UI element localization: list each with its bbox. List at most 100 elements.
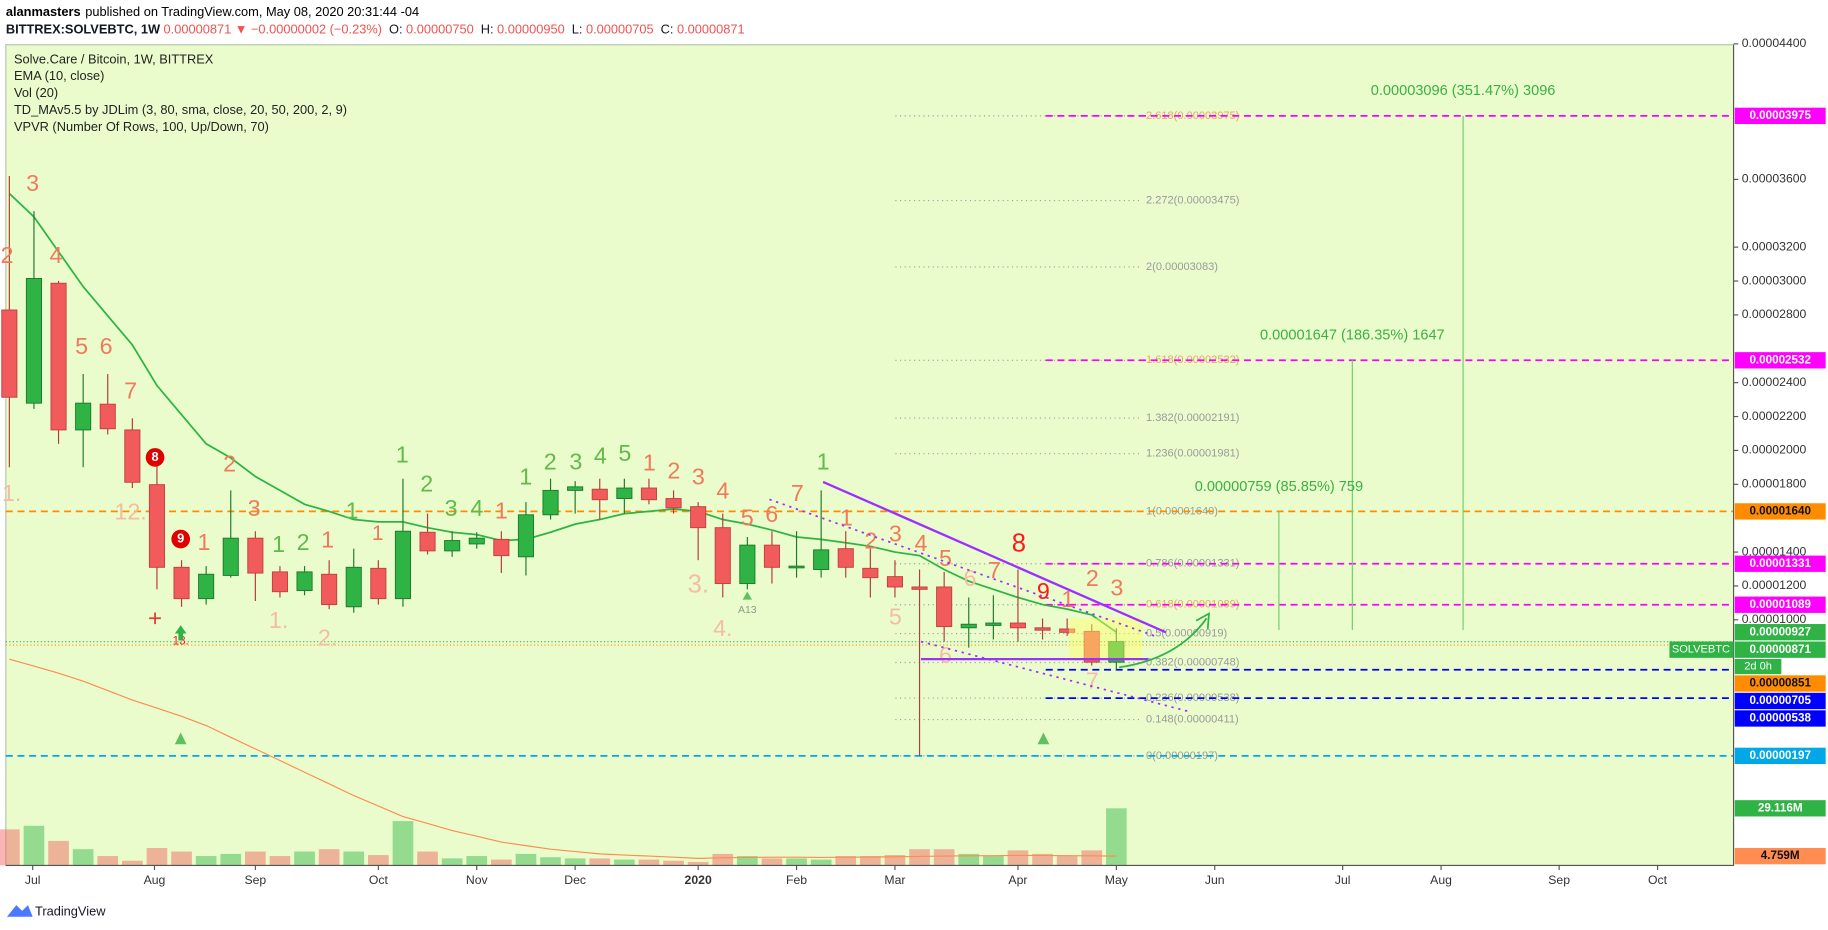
- fib-label: 0.236(0.00000538): [1146, 692, 1240, 704]
- price-badge-label: 0.00000705: [1749, 694, 1811, 707]
- td-label: 7: [124, 377, 137, 403]
- trendline: [822, 480, 1167, 634]
- price-badge-label: 29.116M: [1758, 801, 1803, 814]
- price-badge: [1734, 692, 1826, 710]
- candle-body: [1108, 641, 1125, 663]
- candle-body: [345, 566, 362, 608]
- td-label: 7: [1086, 668, 1099, 694]
- y-tick-label: 0.00001200: [1742, 578, 1807, 592]
- td-label: 6: [765, 501, 778, 527]
- td-label: 2.: [318, 624, 337, 650]
- candle-body: [862, 567, 879, 579]
- legend-entry: EMA (10, close): [14, 68, 104, 83]
- price-badge: [1734, 596, 1826, 613]
- legend-entry: Vol (20): [14, 85, 58, 100]
- y-tick-label: 0.00002400: [1742, 375, 1807, 389]
- td-label: 4: [470, 495, 483, 521]
- published: published on TradingView.com, May 08, 20…: [85, 5, 419, 20]
- td-label: 3: [692, 464, 705, 490]
- td-label: 1.: [2, 480, 21, 506]
- volume-bar: [884, 855, 906, 866]
- volume-bar: [933, 849, 955, 866]
- candle-body: [567, 486, 584, 491]
- td-label: 2: [420, 471, 433, 497]
- x-tick-label: Aug: [1430, 873, 1452, 887]
- price-badge-label: 0.00000538: [1749, 712, 1811, 725]
- fib-label: 0.148(0.00000411): [1146, 714, 1239, 726]
- volume-bar: [515, 853, 537, 866]
- td-label: 1: [495, 497, 508, 523]
- price-badge: [1734, 624, 1826, 641]
- volume-bar: [712, 853, 734, 866]
- x-tick-label: Jul: [1335, 873, 1351, 887]
- y-tick-label: 0.00001400: [1742, 544, 1807, 558]
- legend: Solve.Care / Bitcoin, 1W, BITTREX EMA (10…: [14, 51, 347, 134]
- td-label: 3: [889, 521, 902, 547]
- td-label: 5: [741, 504, 754, 530]
- candle-body: [1, 309, 18, 398]
- td-label: 6: [100, 333, 113, 359]
- td-label: 1: [396, 441, 409, 467]
- volume-bar: [1032, 853, 1053, 866]
- td-label: 3: [26, 170, 39, 196]
- fib-label: 1.236(0.00001981): [1146, 448, 1240, 460]
- quote-part: −0.00000002 (−0.23%): [251, 22, 382, 37]
- price-badge: [1734, 675, 1826, 692]
- candle-body: [960, 623, 977, 629]
- volume-bar: [318, 849, 340, 866]
- volume-bar: [97, 856, 119, 866]
- volume-bar: [294, 851, 315, 866]
- td-label: 9: [177, 530, 184, 545]
- buy-arrow: [174, 625, 187, 641]
- td-label: 1: [321, 527, 334, 553]
- price-axis: [1733, 44, 1828, 866]
- price-badge: [1734, 710, 1826, 727]
- quote-part: 0.00000705: [586, 22, 654, 37]
- chart-pane: [5, 44, 1735, 867]
- td-label: 5: [75, 333, 88, 359]
- dotted-trendline: [769, 498, 1155, 637]
- quote-part: C:: [661, 22, 674, 37]
- price-badge: [1734, 641, 1826, 658]
- price-badge: [1734, 352, 1826, 369]
- quote-part: 0.00000871: [677, 22, 745, 37]
- x-tick-label: Sep: [1548, 873, 1570, 887]
- fib-label: 2.272(0.00003475): [1146, 194, 1240, 206]
- y-tick-label: 0.00003000: [1742, 273, 1807, 287]
- td-label: 3: [248, 495, 261, 521]
- volume-bar: [983, 856, 1004, 866]
- symbol-tag-label: SOLVEBTC: [1672, 644, 1730, 656]
- x-tick-label: Mar: [884, 873, 905, 887]
- quote-part: H:: [481, 22, 494, 37]
- volume-bar: [122, 860, 143, 866]
- volume-bar: [1106, 808, 1127, 866]
- td-label: 7: [791, 480, 804, 506]
- candle-body: [1034, 627, 1051, 631]
- candle-body: [222, 537, 239, 576]
- author: alanmasters: [6, 5, 81, 20]
- candle-body: [419, 531, 436, 552]
- td-label: 7: [988, 557, 1001, 583]
- td-label: 5: [939, 545, 952, 571]
- candle-body: [493, 538, 510, 557]
- candle-body: [1059, 628, 1076, 633]
- volume-bar: [1056, 856, 1078, 866]
- td-label: 1: [817, 448, 830, 474]
- volume-bar: [687, 861, 709, 866]
- arrow-head: [1195, 612, 1210, 629]
- candle-body: [714, 527, 731, 585]
- fib-label: 0.786(0.00001331): [1146, 558, 1240, 570]
- volume-bar: [835, 856, 857, 866]
- td-label: 3: [1110, 574, 1123, 600]
- fib-label: 0(0.00000197): [1146, 750, 1218, 762]
- price-badge-label: 0.00000927: [1749, 625, 1811, 638]
- volume-bar: [245, 851, 266, 866]
- y-tick-label: 0.00003200: [1742, 239, 1807, 253]
- quote-part: BITTREX:SOLVEBTC, 1W: [6, 22, 161, 37]
- candle-body: [542, 489, 559, 516]
- td-label: 2: [1, 242, 14, 268]
- price-badge: [1734, 800, 1826, 817]
- volume-bar: [466, 856, 488, 866]
- price-badge: [1734, 847, 1826, 865]
